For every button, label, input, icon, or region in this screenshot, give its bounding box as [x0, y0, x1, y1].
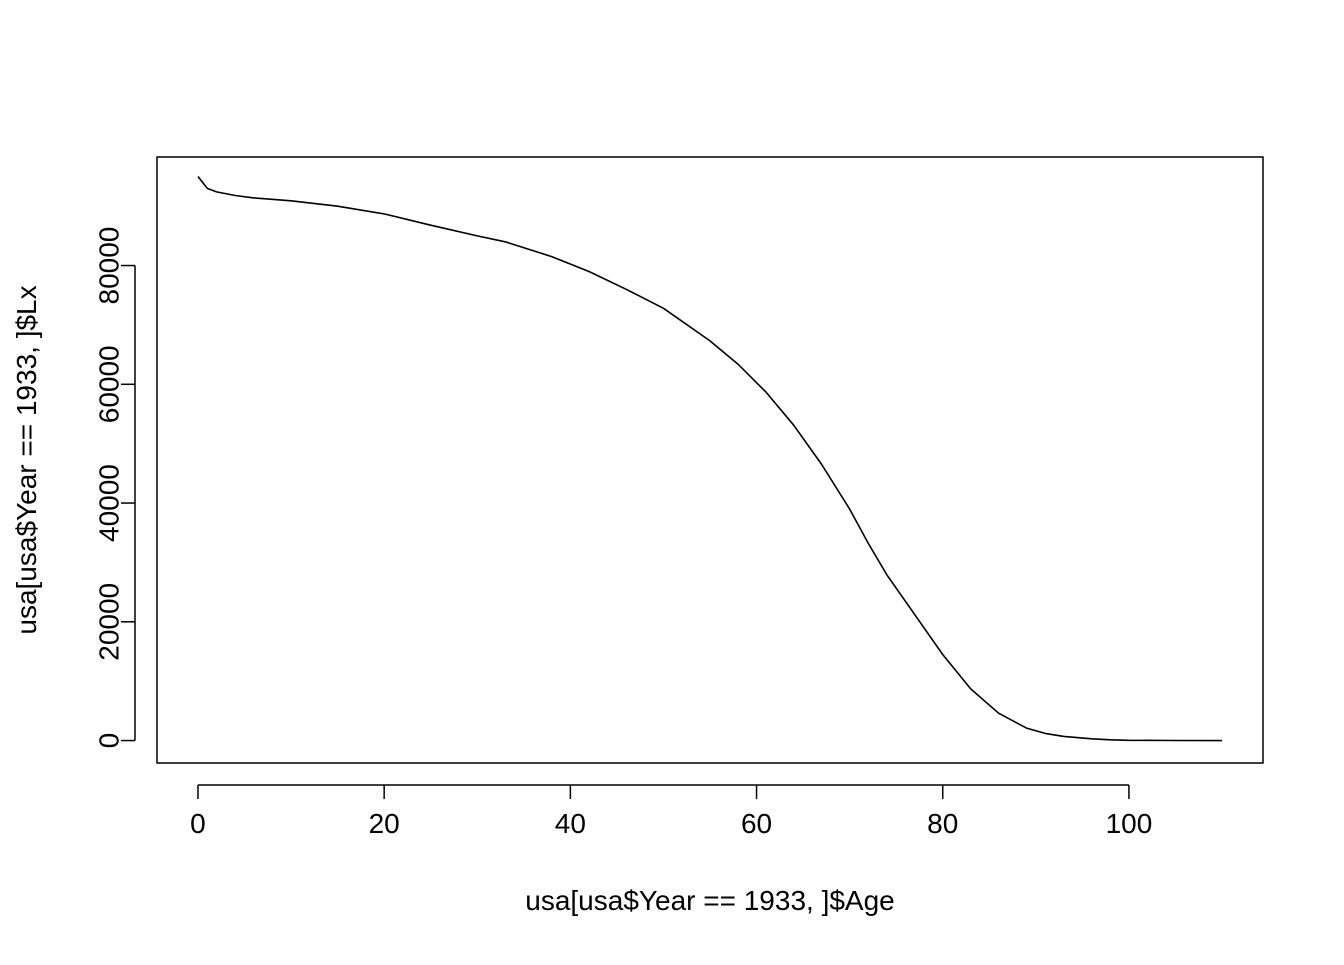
y-axis-label: usa[usa$Year == 1933, ]$Lx	[11, 285, 42, 634]
y-tick-label: 0	[94, 733, 125, 749]
series-layer	[197, 176, 1223, 742]
x-tick-label: 100	[1106, 808, 1153, 839]
x-tick-label: 0	[190, 808, 206, 839]
x-axis-label: usa[usa$Year == 1933, ]$Age	[525, 885, 895, 916]
y-axis: 0 20000 40000 60000 80000	[94, 227, 136, 749]
plot-frame	[156, 156, 1264, 764]
x-tick-label: 40	[555, 808, 586, 839]
x-tick-label: 80	[927, 808, 958, 839]
y-tick-label: 20000	[94, 583, 125, 661]
x-tick-label: 20	[369, 808, 400, 839]
x-axis: 0 20 40 60 80 100	[190, 784, 1153, 839]
y-tick-label: 60000	[94, 345, 125, 423]
y-tick-label: 40000	[94, 464, 125, 542]
x-tick-label: 60	[741, 808, 772, 839]
y-tick-label: 80000	[94, 227, 125, 305]
series-line	[197, 176, 1223, 742]
